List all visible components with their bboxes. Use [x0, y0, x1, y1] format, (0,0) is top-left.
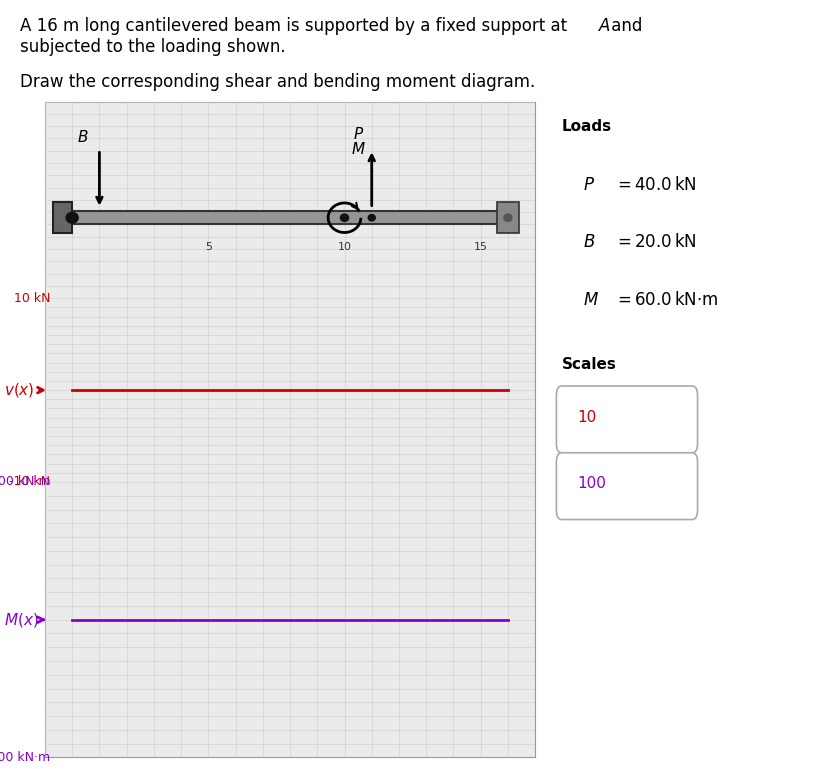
Text: M: M [351, 141, 364, 157]
Circle shape [368, 215, 375, 221]
Text: and: and [606, 17, 643, 35]
Text: Draw the corresponding shear and bending moment diagram.: Draw the corresponding shear and bending… [20, 73, 536, 91]
Text: $= 20.0\,\mathrm{kN}$: $= 20.0\,\mathrm{kN}$ [614, 234, 696, 251]
Text: $M$: $M$ [583, 291, 598, 308]
Text: 10: 10 [337, 241, 351, 251]
Text: 100 kN·m: 100 kN·m [0, 475, 51, 488]
Text: 15: 15 [474, 241, 488, 251]
Text: A 16 m long cantilevered beam is supported by a fixed support at: A 16 m long cantilevered beam is support… [20, 17, 573, 35]
Text: 100: 100 [578, 476, 606, 491]
Text: A: A [599, 17, 610, 35]
Bar [53, 202, 72, 233]
Text: B: B [78, 129, 88, 145]
Text: $P$: $P$ [583, 176, 595, 195]
Text: Scales: Scales [561, 358, 617, 372]
Text: $M(x)$: $M(x)$ [4, 611, 38, 629]
Text: -10 kN: -10 kN [9, 475, 51, 488]
FancyBboxPatch shape [556, 453, 698, 520]
Text: $v(x)$: $v(x)$ [4, 381, 34, 399]
FancyBboxPatch shape [556, 386, 698, 453]
Text: -100 kN·m: -100 kN·m [0, 751, 51, 764]
Circle shape [341, 214, 349, 221]
Text: P: P [354, 127, 363, 142]
Circle shape [66, 212, 78, 223]
Text: $= 40.0\,\mathrm{kN}$: $= 40.0\,\mathrm{kN}$ [614, 176, 696, 195]
Text: Loads: Loads [561, 119, 612, 134]
Bar [497, 202, 519, 233]
Text: 10 kN: 10 kN [14, 291, 51, 305]
Text: 10: 10 [578, 410, 596, 424]
Text: subjected to the loading shown.: subjected to the loading shown. [20, 38, 286, 56]
Text: $= 60.0\,\mathrm{kN{\cdot}m}$: $= 60.0\,\mathrm{kN{\cdot}m}$ [614, 291, 718, 308]
Bar [72, 211, 508, 225]
Text: $B$: $B$ [583, 234, 595, 251]
Text: 5: 5 [205, 241, 212, 251]
Circle shape [504, 214, 512, 221]
